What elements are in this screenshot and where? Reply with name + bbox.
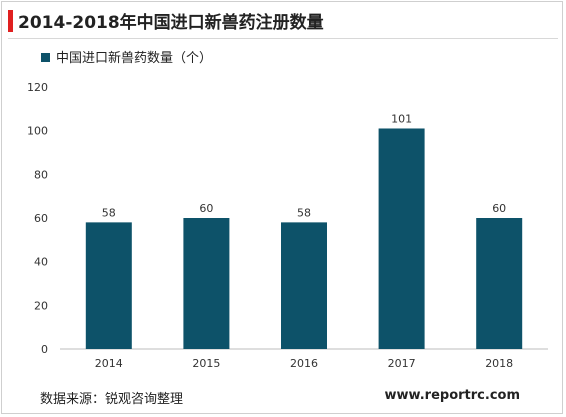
y-tick-label-4: 80 [34, 168, 48, 181]
y-tick-label-1: 20 [34, 299, 48, 312]
y-tick-label-5: 100 [27, 125, 48, 138]
y-tick-label-3: 60 [34, 212, 48, 225]
data-label-2015: 60 [199, 202, 213, 215]
data-source: 数据来源：锐观咨询整理 [40, 392, 184, 407]
bar-2015 [183, 218, 230, 349]
website-url: www.reportrc.com [384, 388, 520, 403]
bar-2014 [85, 222, 132, 349]
legend-swatch [41, 53, 50, 62]
y-tick-label-6: 120 [27, 81, 48, 94]
x-tick-label-2014: 2014 [95, 357, 123, 370]
data-label-2016: 58 [297, 206, 311, 219]
title-divider [8, 38, 558, 39]
legend-label: 中国进口新兽药数量（个） [56, 50, 212, 66]
data-label-2017: 101 [391, 112, 412, 125]
page-title: 2014-2018年中国进口新兽药注册数量 [18, 13, 324, 33]
y-tick-label-0: 0 [41, 343, 48, 356]
data-label-2018: 60 [492, 202, 506, 215]
x-tick-label-2017: 2017 [388, 357, 416, 370]
x-tick-label-2016: 2016 [290, 357, 318, 370]
x-tick-label-2018: 2018 [485, 357, 513, 370]
data-label-2014: 58 [102, 206, 116, 219]
title-accent-bar [8, 10, 13, 32]
y-tick-label-2: 40 [34, 256, 48, 269]
bar-2018 [476, 218, 523, 349]
bar-2016 [281, 222, 327, 349]
x-tick-label-2015: 2015 [192, 357, 220, 370]
title-area: 2014-2018年中国进口新兽药注册数量 [0, 0, 566, 40]
bar-2017 [378, 128, 425, 349]
